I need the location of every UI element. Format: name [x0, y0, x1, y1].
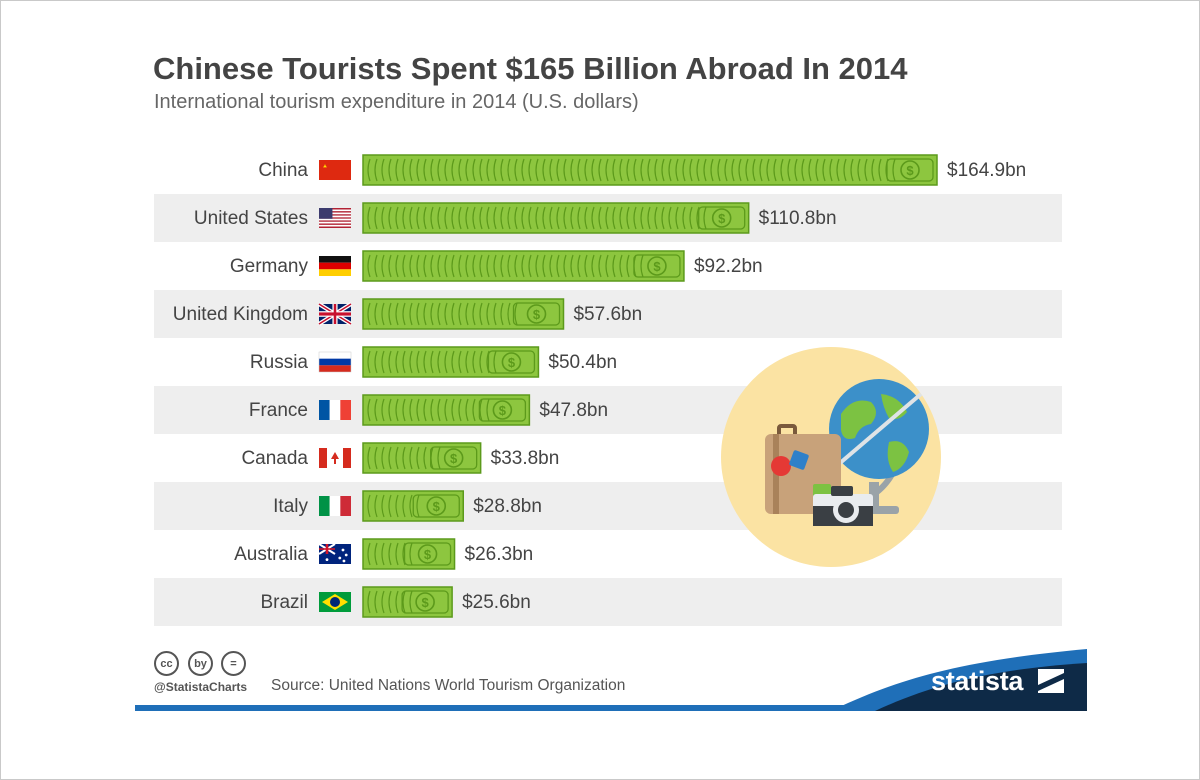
chart-row: Germany $ $92.2bn [230, 250, 763, 282]
australia-flag-icon [318, 543, 351, 564]
uk-flag-icon [317, 302, 353, 326]
value-label: $110.8bn [759, 208, 837, 229]
svg-text:$: $ [906, 163, 914, 178]
italy-flag-icon [319, 496, 351, 516]
france-flag-icon [319, 400, 351, 420]
russia-flag-icon [318, 351, 352, 373]
chart-row: Brazil $ $25.6bn [154, 578, 1062, 626]
value-label: $164.9bn [947, 160, 1026, 181]
no-derivatives-icon: = [221, 651, 246, 676]
chart-title: Chinese Tourists Spent $165 Billion Abro… [153, 51, 908, 86]
chart-row: Canada $ $33.8bn [241, 442, 560, 474]
chart-row: Australia $ $26.3bn [234, 538, 534, 570]
bar: $ [362, 394, 531, 426]
statista-logo-icon [1038, 669, 1064, 693]
germany-flag-icon [319, 256, 351, 276]
svg-text:$: $ [718, 211, 726, 226]
chart-row: Russia $ $50.4bn [250, 346, 617, 378]
china-flag-icon [319, 160, 351, 180]
attribution-icon: by [188, 651, 213, 676]
value-label: $25.6bn [462, 592, 531, 613]
bar: $ [362, 490, 464, 522]
chart-row: United Kingdom $ $57.6bn [154, 290, 1062, 338]
category-label: Brazil [260, 592, 308, 613]
source-note: Source: United Nations World Tourism Org… [271, 677, 626, 694]
svg-text:$: $ [508, 355, 516, 370]
row-stripe [154, 290, 1062, 338]
category-label: United Kingdom [173, 304, 308, 325]
value-label: $33.8bn [491, 448, 560, 469]
bar: $ [362, 202, 750, 234]
chart-subtitle: International tourism expenditure in 201… [154, 91, 639, 113]
bar: $ [362, 250, 685, 282]
canada-flag-icon [319, 448, 351, 468]
category-label: Russia [250, 352, 309, 373]
bar: $ [362, 298, 565, 330]
row-stripe [154, 578, 1062, 626]
creative-commons-icon: cc [154, 651, 179, 676]
svg-text:$: $ [653, 259, 661, 274]
usa-flag-icon [319, 208, 351, 228]
category-label: United States [194, 208, 308, 229]
value-label: $92.2bn [694, 256, 763, 277]
category-label: China [258, 160, 308, 181]
travel-illustration [721, 347, 941, 567]
bar: $ [362, 538, 456, 570]
svg-text:$: $ [421, 595, 429, 610]
category-label: Italy [273, 496, 308, 517]
value-label: $28.8bn [473, 496, 542, 517]
value-label: $57.6bn [573, 304, 642, 325]
globe-icon [829, 379, 929, 514]
camera-icon [813, 486, 873, 526]
svg-text:$: $ [533, 307, 541, 322]
svg-text:$: $ [433, 499, 441, 514]
bar: $ [362, 586, 453, 618]
category-label: Australia [234, 544, 308, 565]
bar: $ [362, 154, 938, 186]
brazil-flag-icon [319, 592, 351, 612]
value-label: $26.3bn [465, 544, 534, 565]
svg-text:$: $ [424, 547, 432, 562]
bar: $ [362, 442, 482, 474]
chart-row: China $ $164.9bn [258, 154, 1026, 186]
svg-text:$: $ [450, 451, 458, 466]
brand-footer-bar [135, 649, 1087, 711]
category-label: Germany [230, 256, 309, 277]
bar: $ [362, 346, 540, 378]
value-label: $50.4bn [548, 352, 617, 373]
statista-charts-handle: @StatistaCharts [154, 680, 248, 694]
category-label: Canada [241, 448, 308, 469]
category-label: France [249, 400, 308, 421]
statista-logo-text[interactable]: statista [931, 666, 1024, 696]
svg-text:$: $ [499, 403, 507, 418]
chart-row: United States $ $110.8bn [154, 194, 1062, 242]
value-label: $47.8bn [539, 400, 608, 421]
